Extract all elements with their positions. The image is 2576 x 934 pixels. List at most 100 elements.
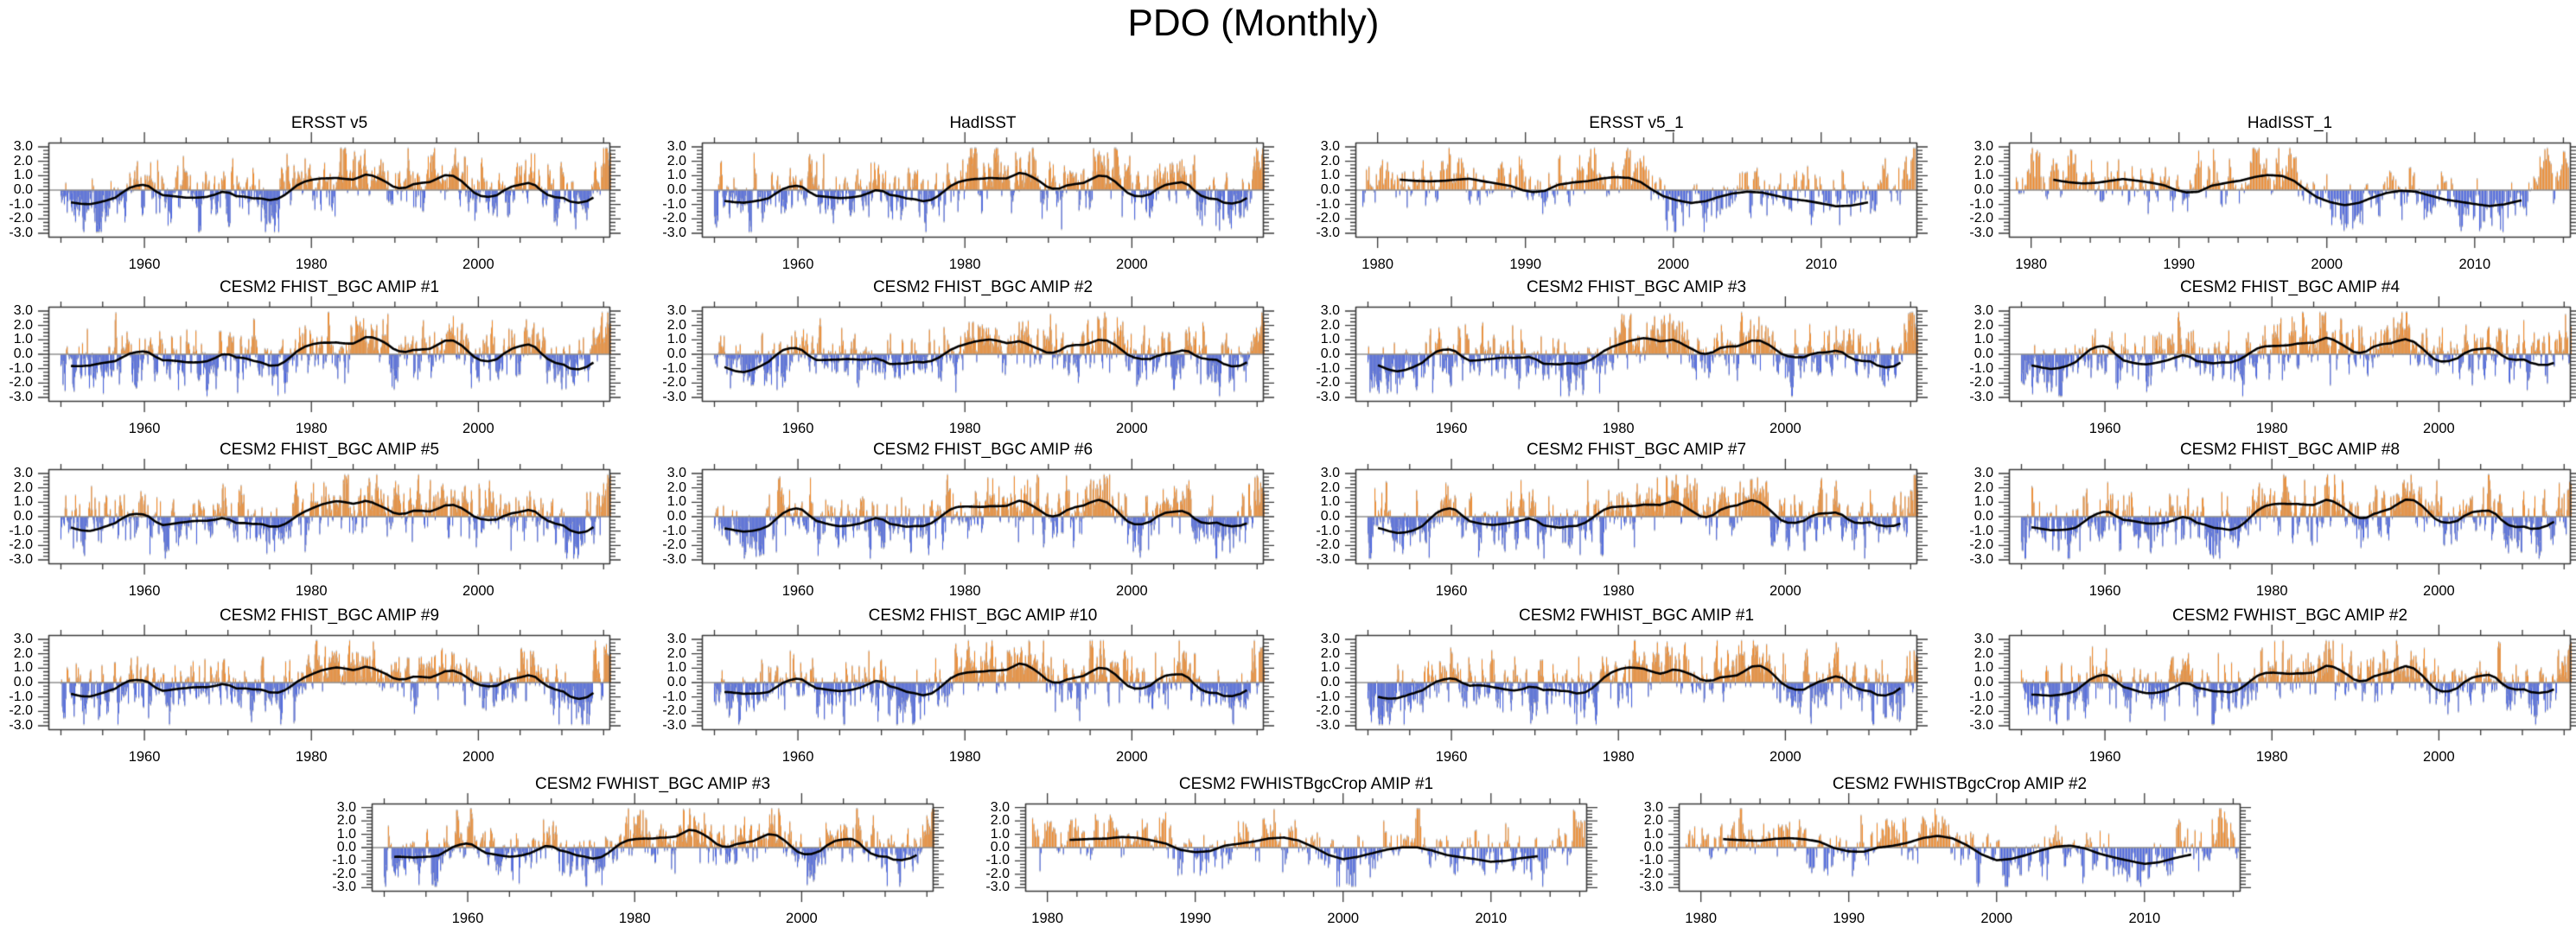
x-tick-label: 2000 <box>1116 421 1148 436</box>
panel-title: CESM2 FHIST_BGC AMIP #10 <box>868 607 1098 625</box>
x-tick-label: 1960 <box>1435 421 1468 436</box>
y-tick-label: 1.0 <box>13 660 33 676</box>
chart-canvas <box>1995 129 2576 251</box>
x-tick-label: 1960 <box>781 421 814 436</box>
y-tick-label: -3.0 <box>1639 880 1663 895</box>
chart-canvas <box>35 293 624 416</box>
chart-canvas <box>1342 129 1931 251</box>
panel-title: CESM2 FWHIST_BGC AMIP #3 <box>534 775 771 793</box>
x-tick-label: 1990 <box>1509 257 1542 272</box>
y-tick-label: -1.0 <box>9 196 33 212</box>
y-tick-label: 0.0 <box>990 840 1010 855</box>
y-tick-label: 2.0 <box>666 153 686 168</box>
y-tick-label: 0.0 <box>666 346 686 361</box>
x-tick-label: 2000 <box>1769 583 1801 599</box>
x-tick-label: 2000 <box>462 583 494 599</box>
y-tick-label: -3.0 <box>1969 552 1993 567</box>
y-tick-label: 0.0 <box>1643 840 1663 855</box>
y-tick-label: 1.0 <box>990 826 1010 842</box>
x-tick-label: 1990 <box>2163 257 2196 272</box>
x-tick-label: 1980 <box>295 257 328 272</box>
x-tick-label: 1960 <box>781 749 814 765</box>
x-tick-label: 1960 <box>2088 421 2121 436</box>
panel-title: CESM2 FHIST_BGC AMIP #5 <box>219 441 440 459</box>
chart-canvas <box>35 621 624 744</box>
chart-canvas <box>1995 293 2576 416</box>
x-tick-label: 1960 <box>128 749 161 765</box>
x-tick-label: 2000 <box>2423 421 2455 436</box>
y-tick-label: -3.0 <box>1969 718 1993 733</box>
x-tick-label: 1960 <box>781 257 814 272</box>
chart-canvas <box>35 129 624 251</box>
x-tick-label: 1980 <box>295 421 328 436</box>
y-tick-label: 1.0 <box>1973 332 1993 347</box>
y-tick-label: 0.0 <box>1973 509 1993 524</box>
x-tick-label: 1980 <box>1602 749 1635 765</box>
y-tick-label: 0.0 <box>1320 509 1340 524</box>
x-tick-label: 2000 <box>1769 749 1801 765</box>
y-tick-label: 3.0 <box>666 139 686 154</box>
y-tick-label: -1.0 <box>1316 360 1340 376</box>
y-tick-label: -2.0 <box>9 537 33 553</box>
y-tick-label: 1.0 <box>1320 494 1340 510</box>
y-tick-label: -1.0 <box>9 523 33 538</box>
x-tick-label: 1960 <box>1435 749 1468 765</box>
y-tick-label: 1.0 <box>666 168 686 183</box>
y-tick-label: -2.0 <box>1316 211 1340 226</box>
y-tick-label: -2.0 <box>9 211 33 226</box>
y-tick-label: 0.0 <box>13 182 33 197</box>
y-tick-label: 2.0 <box>1320 317 1340 333</box>
y-tick-label: -1.0 <box>662 523 686 538</box>
y-tick-label: -1.0 <box>332 853 356 868</box>
panel-title: CESM2 FHIST_BGC AMIP #4 <box>2179 278 2401 296</box>
chart-canvas <box>1342 455 1931 578</box>
panel-cesm2-fhist-bgc-amip-10: CESM2 FHIST_BGC AMIP #10 3.0 2.0 1.0 0.0 -1.0… <box>654 599 1279 772</box>
x-tick-label: 1980 <box>948 583 981 599</box>
x-tick-label: 1980 <box>948 257 981 272</box>
y-tick-label: 0.0 <box>666 182 686 197</box>
x-tick-label: 1980 <box>2255 749 2288 765</box>
x-tick-label: 1960 <box>128 421 161 436</box>
panel-cesm2-fhist-bgc-amip-4: CESM2 FHIST_BGC AMIP #4 3.0 2.0 1.0 0.0 -1.0-… <box>1961 270 2576 443</box>
x-tick-label: 1960 <box>128 257 161 272</box>
panel-title: CESM2 FHIST_BGC AMIP #1 <box>219 278 440 296</box>
x-tick-label: 2010 <box>2128 911 2161 926</box>
y-tick-label: -3.0 <box>9 552 33 567</box>
x-tick-label: 2000 <box>1327 911 1360 926</box>
y-tick-label: -3.0 <box>1316 226 1340 240</box>
y-tick-label: 0.0 <box>1320 182 1340 197</box>
y-tick-label: 2.0 <box>1973 480 1993 495</box>
y-tick-label: 3.0 <box>1320 139 1340 154</box>
y-tick-label: 0.0 <box>1973 346 1993 361</box>
y-tick-label: -2.0 <box>1316 537 1340 553</box>
y-tick-label: 2.0 <box>1973 317 1993 333</box>
y-tick-label: -1.0 <box>1969 523 1993 538</box>
y-tick-label: -1.0 <box>1316 196 1340 212</box>
y-tick-label: 2.0 <box>666 645 686 661</box>
y-tick-label: 1.0 <box>13 494 33 510</box>
y-tick-label: -1.0 <box>1316 689 1340 704</box>
x-tick-label: 2000 <box>2423 583 2455 599</box>
y-tick-label: -1.0 <box>662 689 686 704</box>
x-tick-label: 2000 <box>1116 257 1148 272</box>
panel-cesm2-fwhist-bgc-amip-1: CESM2 FWHIST_BGC AMIP #1 3.0 2.0 1.0 0.0 -1.0… <box>1307 599 1933 772</box>
panel-title: CESM2 FHIST_BGC AMIP #3 <box>1526 278 1747 296</box>
panel-cesm2-fhist-bgc-amip-9: CESM2 FHIST_BGC AMIP #9 3.0 2.0 1.0 0.0 -1.0-… <box>0 599 626 772</box>
y-tick-label: 2.0 <box>336 813 356 829</box>
x-tick-label: 1980 <box>295 749 328 765</box>
panel-title: CESM2 FWHIST_BGC AMIP #2 <box>2171 607 2408 625</box>
panel-title: CESM2 FWHISTBgcCrop AMIP #1 <box>1178 775 1434 793</box>
y-tick-label: -2.0 <box>1969 211 1993 226</box>
y-tick-label: 0.0 <box>13 346 33 361</box>
x-tick-label: 1960 <box>2088 583 2121 599</box>
y-tick-label: 1.0 <box>1320 168 1340 183</box>
y-tick-label: -2.0 <box>1316 703 1340 719</box>
y-tick-label: 2.0 <box>1320 480 1340 495</box>
y-tick-label: -1.0 <box>1969 196 1993 212</box>
panel-title: CESM2 FHIST_BGC AMIP #2 <box>872 278 1094 296</box>
x-tick-label: 2000 <box>2423 749 2455 765</box>
y-tick-label: -3.0 <box>985 880 1010 895</box>
y-tick-label: -3.0 <box>662 226 686 240</box>
x-tick-label: 2000 <box>462 421 494 436</box>
